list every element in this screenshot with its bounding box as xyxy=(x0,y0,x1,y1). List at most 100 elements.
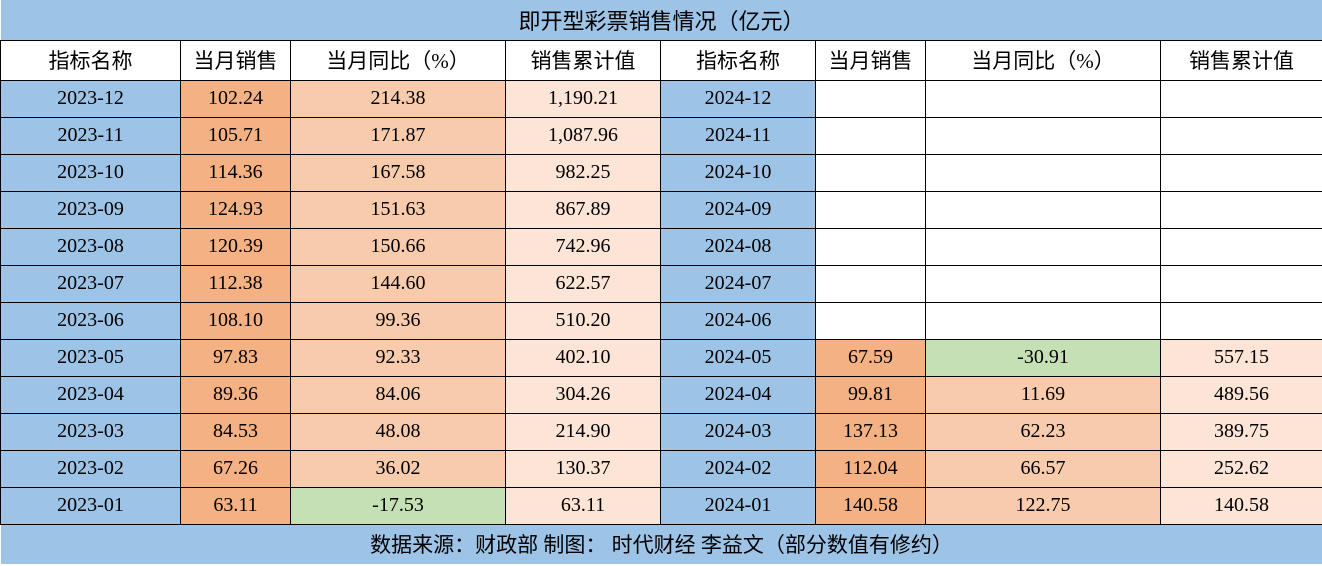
table-cell: 140.58 xyxy=(816,487,926,524)
table-row: 2023-0489.3684.06304.262024-0499.8111.69… xyxy=(1,376,1322,413)
table-cell: 1,190.21 xyxy=(506,80,661,117)
table-cell xyxy=(1161,265,1322,302)
table-cell: 92.33 xyxy=(291,339,506,376)
table-row: 2023-06108.1099.36510.202024-06 xyxy=(1,302,1322,339)
table-cell xyxy=(816,228,926,265)
table-cell: 105.71 xyxy=(181,117,291,154)
table-cell xyxy=(1161,154,1322,191)
table-cell xyxy=(1161,228,1322,265)
table-cell: 124.93 xyxy=(181,191,291,228)
table-cell: 2023-10 xyxy=(1,154,181,191)
table-cell: 2024-08 xyxy=(661,228,816,265)
table-row: 2023-11105.71171.871,087.962024-11 xyxy=(1,117,1322,154)
table-cell xyxy=(816,117,926,154)
table-cell: 2023-04 xyxy=(1,376,181,413)
table-cell: 84.06 xyxy=(291,376,506,413)
table-cell xyxy=(816,265,926,302)
table-cell xyxy=(926,154,1161,191)
table-cell: 742.96 xyxy=(506,228,661,265)
table-cell: 2024-04 xyxy=(661,376,816,413)
table-cell: 2023-05 xyxy=(1,339,181,376)
col-header: 当月同比（%） xyxy=(291,40,506,80)
table-cell: 867.89 xyxy=(506,191,661,228)
table-cell: 140.58 xyxy=(1161,487,1322,524)
table-cell: 62.23 xyxy=(926,413,1161,450)
table-footer: 数据来源：财政部 制图： 时代财经 李益文（部分数值有修约） xyxy=(1,524,1322,564)
table-cell: 622.57 xyxy=(506,265,661,302)
col-header: 销售累计值 xyxy=(1161,40,1322,80)
table-body: 2023-12102.24214.381,190.212024-122023-1… xyxy=(1,80,1322,524)
table-cell: 171.87 xyxy=(291,117,506,154)
table-cell: 108.10 xyxy=(181,302,291,339)
table-row: 2023-10114.36167.58982.252024-10 xyxy=(1,154,1322,191)
table-row: 2023-07112.38144.60622.572024-07 xyxy=(1,265,1322,302)
table-title: 即开型彩票销售情况（亿元） xyxy=(1,0,1322,40)
table-cell: 252.62 xyxy=(1161,450,1322,487)
table-cell: 510.20 xyxy=(506,302,661,339)
table-cell: 2023-12 xyxy=(1,80,181,117)
table-cell: 1,087.96 xyxy=(506,117,661,154)
table-cell: -30.91 xyxy=(926,339,1161,376)
table-cell: 84.53 xyxy=(181,413,291,450)
table-cell: 102.24 xyxy=(181,80,291,117)
col-header: 指标名称 xyxy=(661,40,816,80)
table-cell: 557.15 xyxy=(1161,339,1322,376)
table-row: 2023-0384.5348.08214.902024-03137.1362.2… xyxy=(1,413,1322,450)
table-cell: 167.58 xyxy=(291,154,506,191)
table-cell: 2024-09 xyxy=(661,191,816,228)
table-cell xyxy=(1161,191,1322,228)
table-row: 2023-08120.39150.66742.962024-08 xyxy=(1,228,1322,265)
table-cell xyxy=(1161,80,1322,117)
table-cell xyxy=(926,191,1161,228)
table-cell: 402.10 xyxy=(506,339,661,376)
table-cell: 137.13 xyxy=(816,413,926,450)
table-cell xyxy=(926,80,1161,117)
table-cell: 2023-06 xyxy=(1,302,181,339)
table-cell: 2024-05 xyxy=(661,339,816,376)
table-cell: 2024-06 xyxy=(661,302,816,339)
table-row: 2023-0163.11-17.5363.112024-01140.58122.… xyxy=(1,487,1322,524)
table-footer-row: 数据来源：财政部 制图： 时代财经 李益文（部分数值有修约） xyxy=(1,524,1322,564)
table-cell xyxy=(816,302,926,339)
table-cell: 144.60 xyxy=(291,265,506,302)
table-cell: 63.11 xyxy=(506,487,661,524)
table-cell: 2024-11 xyxy=(661,117,816,154)
col-header: 当月同比（%） xyxy=(926,40,1161,80)
table-cell: 2024-01 xyxy=(661,487,816,524)
table-title-row: 即开型彩票销售情况（亿元） xyxy=(1,0,1322,40)
table-cell xyxy=(1161,302,1322,339)
table-cell: 2023-03 xyxy=(1,413,181,450)
table-cell: 151.63 xyxy=(291,191,506,228)
table-cell: 89.36 xyxy=(181,376,291,413)
table-wrap: 即开型彩票销售情况（亿元） 指标名称 当月销售 当月同比（%） 销售累计值 指标… xyxy=(0,0,1322,564)
table-cell: 2023-11 xyxy=(1,117,181,154)
table-cell: 114.36 xyxy=(181,154,291,191)
table-cell: 2024-03 xyxy=(661,413,816,450)
table-cell xyxy=(926,302,1161,339)
table-cell xyxy=(926,265,1161,302)
table-cell: 97.83 xyxy=(181,339,291,376)
table-cell: 67.59 xyxy=(816,339,926,376)
table-cell: 2024-07 xyxy=(661,265,816,302)
table-cell: 2024-12 xyxy=(661,80,816,117)
table-cell: 2023-09 xyxy=(1,191,181,228)
table-row: 2023-0597.8392.33402.102024-0567.59-30.9… xyxy=(1,339,1322,376)
table-cell: 48.08 xyxy=(291,413,506,450)
table-cell: 2023-01 xyxy=(1,487,181,524)
table-cell: 99.36 xyxy=(291,302,506,339)
table-cell: 112.38 xyxy=(181,265,291,302)
table-cell xyxy=(816,191,926,228)
table-cell: 67.26 xyxy=(181,450,291,487)
table-cell: 99.81 xyxy=(816,376,926,413)
table-row: 2023-12102.24214.381,190.212024-12 xyxy=(1,80,1322,117)
table-cell: 11.69 xyxy=(926,376,1161,413)
table-cell: 112.04 xyxy=(816,450,926,487)
table-row: 2023-0267.2636.02130.372024-02112.0466.5… xyxy=(1,450,1322,487)
table-cell: 36.02 xyxy=(291,450,506,487)
table-cell: 150.66 xyxy=(291,228,506,265)
table-cell: -17.53 xyxy=(291,487,506,524)
table-cell xyxy=(816,154,926,191)
table-cell xyxy=(926,228,1161,265)
table-cell: 2024-02 xyxy=(661,450,816,487)
table-cell xyxy=(1161,117,1322,154)
